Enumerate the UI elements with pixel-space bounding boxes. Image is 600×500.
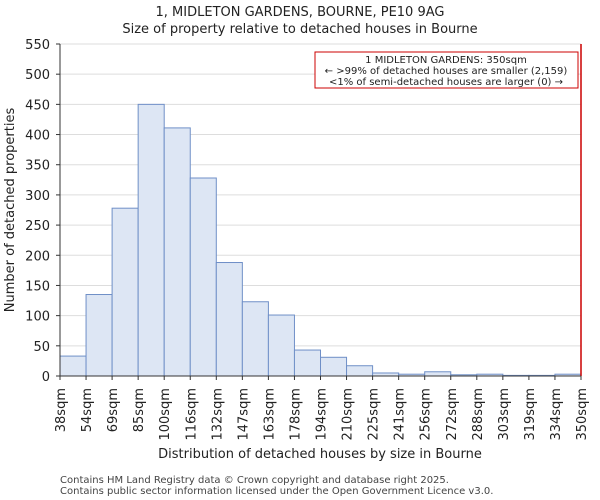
y-tick-label: 150: [25, 279, 50, 294]
footer-line-1: Contains HM Land Registry data © Crown c…: [60, 475, 449, 486]
y-tick-label: 0: [42, 370, 50, 385]
histogram-bar: [85, 294, 113, 377]
x-tick-label: 38sqm: [54, 388, 69, 432]
bars-group: [59, 103, 582, 377]
x-tick-label: 272sqm: [445, 388, 460, 441]
y-tick-label: 500: [25, 68, 50, 83]
x-tick-label: 69sqm: [106, 388, 121, 432]
histogram-bar: [137, 103, 165, 377]
x-axis-ticks: 38sqm 54sqm 69sqm 85sqm 100sqm 116sqm 132sqm 14…: [54, 376, 590, 441]
x-tick-label: 54sqm: [80, 388, 95, 432]
y-axis-label: Number of detached properties: [3, 108, 18, 313]
x-tick-label: 241sqm: [393, 388, 408, 441]
x-tick-label: 116sqm: [184, 388, 199, 441]
y-tick-label: 350: [25, 159, 50, 174]
x-tick-label: 194sqm: [315, 388, 330, 441]
y-tick-label: 450: [25, 98, 50, 113]
x-tick-label: 147sqm: [236, 388, 251, 441]
y-tick-label: 400: [25, 129, 50, 144]
x-tick-label: 85sqm: [132, 388, 147, 432]
histogram-bar: [111, 207, 139, 377]
annotation-line-1: 1 MIDLETON GARDENS: 350sqm: [365, 55, 527, 66]
annotation-line-2: ← >99% of detached houses are smaller (2…: [325, 66, 568, 77]
y-tick-label: 100: [25, 310, 50, 325]
x-tick-label: 319sqm: [523, 388, 538, 441]
x-tick-label: 210sqm: [341, 388, 356, 441]
x-tick-label: 303sqm: [497, 388, 512, 441]
histogram-bar: [293, 349, 322, 377]
y-tick-label: 50: [33, 340, 50, 355]
annotation-line-3: <1% of semi-detached houses are larger (…: [329, 77, 563, 88]
y-tick-label: 300: [25, 189, 50, 204]
histogram-bar: [59, 355, 87, 377]
y-tick-label: 550: [25, 38, 50, 53]
histogram-bar: [424, 371, 452, 377]
x-tick-label: 163sqm: [262, 388, 277, 441]
x-tick-label: 350sqm: [575, 388, 590, 441]
footer-line-2: Contains public sector information licen…: [60, 486, 493, 497]
x-tick-label: 288sqm: [471, 388, 486, 441]
y-axis-ticks: 0 50 100 150 200 250 300 350 400 450 500 550: [25, 38, 60, 385]
x-tick-label: 225sqm: [367, 388, 382, 441]
histogram-bar: [267, 314, 295, 377]
y-tick-label: 250: [25, 219, 50, 234]
chart-subtitle: Size of property relative to detached ho…: [122, 22, 477, 37]
x-tick-label: 132sqm: [210, 388, 225, 441]
annotation-box: [314, 51, 579, 89]
x-tick-label: 178sqm: [288, 388, 303, 441]
histogram-bar: [215, 262, 243, 377]
y-tick-label: 200: [25, 249, 50, 264]
histogram-bar: [241, 301, 269, 377]
x-axis-label: Distribution of detached houses by size …: [158, 447, 482, 462]
histogram-bar: [189, 177, 217, 377]
x-tick-label: 334sqm: [549, 388, 564, 441]
chart-title: 1, MIDLETON GARDENS, BOURNE, PE10 9AG: [156, 5, 445, 20]
histogram-bar: [163, 127, 191, 377]
histogram-bar: [346, 365, 374, 377]
x-tick-label: 256sqm: [419, 388, 434, 441]
histogram-bar: [320, 356, 348, 377]
x-tick-label: 100sqm: [158, 388, 173, 441]
